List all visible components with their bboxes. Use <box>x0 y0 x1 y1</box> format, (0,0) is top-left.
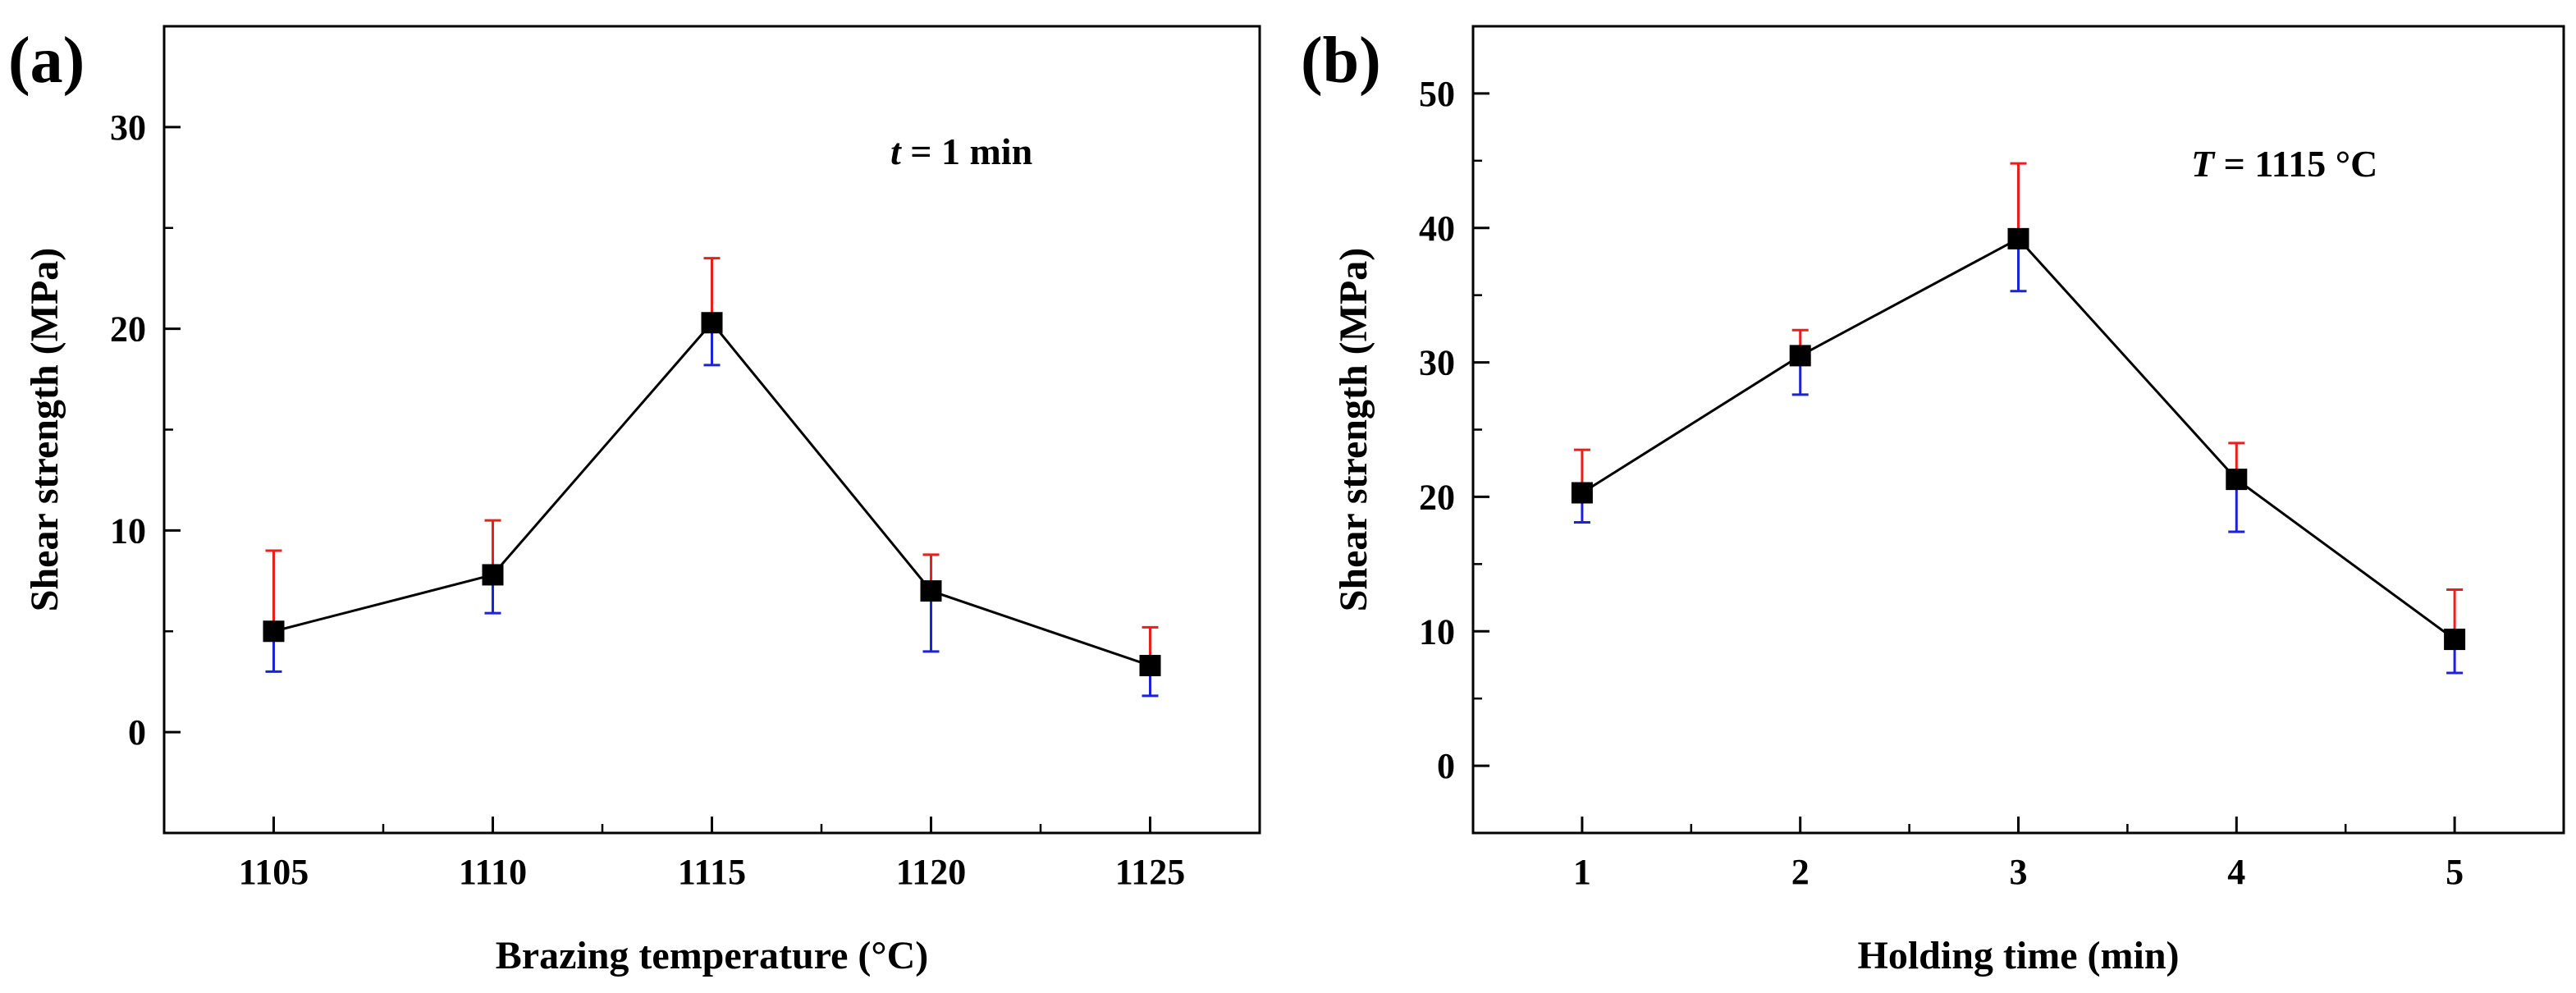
data-point <box>2444 629 2466 651</box>
y-tick-label: 20 <box>1419 477 1455 517</box>
annotation-value: = 1115 °C <box>2214 143 2377 185</box>
annotation-variable: t <box>890 130 902 172</box>
panel-a: 0 10 20 30 1105 1110 1115 1120 1125 (a) t = 1 min B… <box>8 25 1261 977</box>
data-point <box>1789 345 1811 367</box>
data-point <box>920 580 942 602</box>
series-line <box>1581 236 2455 641</box>
y-tick-label: 0 <box>128 712 146 753</box>
x-tick-label: 1125 <box>1115 852 1186 892</box>
panel-label: (a) <box>8 25 85 97</box>
y-axis-label: Shear strength (MPa) <box>23 248 66 612</box>
x-axis-label: Brazing temperature (°C) <box>496 934 928 977</box>
plot-frame <box>162 25 1261 835</box>
x-tick-label: 1 <box>1573 852 1591 892</box>
data-point <box>263 620 285 643</box>
data-point <box>2226 469 2248 491</box>
annotation: t = 1 min <box>890 130 1032 172</box>
x-tick-label: 4 <box>2227 852 2245 892</box>
y-tick-label: 30 <box>1419 343 1455 383</box>
data-point <box>482 564 504 586</box>
y-tick-label: 20 <box>110 309 146 350</box>
x-tick-label: 5 <box>2446 852 2464 892</box>
data-point <box>1139 655 1161 677</box>
plot-frame <box>1471 25 2565 835</box>
y-axis-label: Shear strength (MPa) <box>1332 248 1375 612</box>
data-point <box>1571 482 1593 504</box>
x-tick-label: 1120 <box>896 852 967 892</box>
series-line <box>273 320 1151 667</box>
panel-label: (b) <box>1301 25 1381 97</box>
y-tick-label: 0 <box>1437 746 1455 786</box>
x-tick-label: 1105 <box>239 852 309 892</box>
y-tick-label: 40 <box>1419 208 1455 249</box>
data-point <box>2007 227 2029 249</box>
y-tick-label: 10 <box>1419 611 1455 652</box>
annotation-value: = 1 min <box>901 130 1032 172</box>
x-tick-label: 3 <box>2010 852 2028 892</box>
x-tick-label: 2 <box>1791 852 1810 892</box>
x-tick-label: 1115 <box>678 852 746 892</box>
y-tick-label: 30 <box>110 108 146 148</box>
y-tick-label: 10 <box>110 510 146 551</box>
x-axis-label: Holding time (min) <box>1858 934 2180 977</box>
annotation: T = 1115 °C <box>2191 143 2377 185</box>
x-tick-label: 1110 <box>459 852 527 892</box>
panel-b: 0 10 20 30 40 50 1 2 3 4 5 (b) T = 1115 °C Holding ti… <box>1301 25 2565 977</box>
y-tick-label: 50 <box>1419 74 1455 114</box>
data-point <box>701 312 723 334</box>
annotation-variable: T <box>2191 143 2216 185</box>
